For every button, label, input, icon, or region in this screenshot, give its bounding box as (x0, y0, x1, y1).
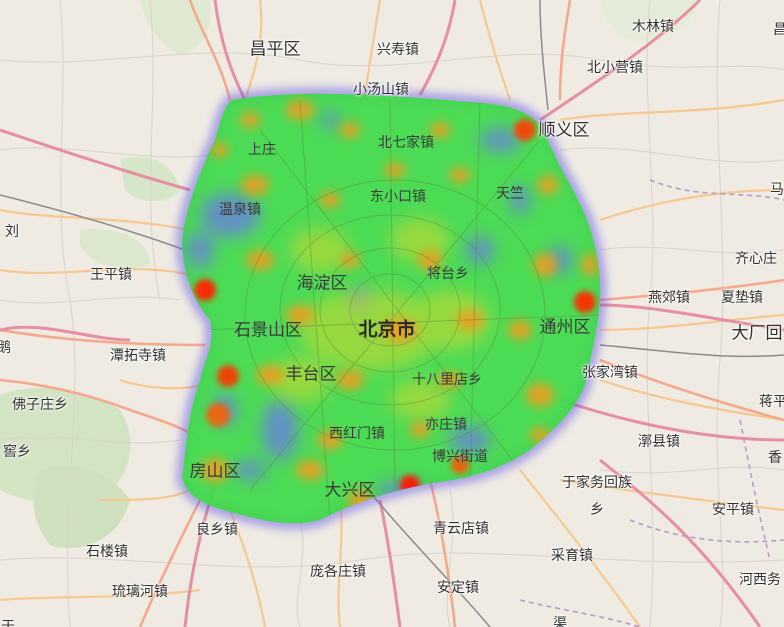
label-xingshou: 兴寿镇 (377, 42, 419, 58)
label-dachang: 大厂回 (731, 323, 783, 344)
label-xiang2: 乡 (590, 502, 604, 518)
label-haidian: 海淀区 (296, 273, 348, 294)
label-tianzhu: 天竺 (496, 186, 524, 202)
label-xiang-frag: 香 (768, 450, 782, 466)
label-tongzhou: 通州区 (539, 317, 591, 338)
label-qixinzhuang: 齐心庄 (735, 251, 777, 267)
label-panggezhuang: 庞各庄镇 (310, 564, 366, 580)
admin-boundaries (519, 179, 784, 627)
label-beijing: 北京市 (358, 318, 416, 341)
heat-hotspots (201, 100, 598, 510)
label-xiaotangshan: 小汤山镇 (353, 82, 409, 98)
label-zhangjiawan: 张家湾镇 (582, 365, 638, 381)
label-lu-frag: 渠 (553, 616, 567, 627)
label-ku-frag: 窖乡 (3, 444, 31, 460)
label-yu-frag: 于 (1, 619, 15, 627)
peak-fangshan (217, 365, 239, 387)
label-dongxiaokou: 东小口镇 (370, 189, 426, 205)
heat-peaks (194, 119, 596, 495)
peak-yizhuang (451, 456, 469, 474)
label-liqiao: 漷县镇 (638, 434, 680, 450)
label-liulihe: 琉璃河镇 (112, 584, 168, 600)
peak-west (194, 279, 216, 301)
label-gou-frag: 鹅 (0, 340, 11, 356)
label-yujiawu: 于家务回族 (562, 475, 632, 491)
label-shangzhuang: 上庄 (248, 142, 276, 158)
peak-tongzhou (574, 291, 596, 313)
label-beixiaoying: 北小营镇 (587, 60, 643, 76)
heatmap-layer (150, 80, 630, 540)
label-hexiwu: 河西务 (739, 572, 781, 588)
label-shijingshan: 石景山区 (234, 320, 302, 341)
label-beiqijia: 北七家镇 (378, 135, 434, 151)
label-xiadian: 夏垫镇 (721, 290, 763, 306)
label-qingyundian: 青云店镇 (433, 521, 489, 537)
label-xihongmen: 西红门镇 (329, 426, 385, 442)
label-anding: 安定镇 (437, 580, 479, 596)
heat-overlay-roads (199, 99, 601, 521)
label-jianping-frag: 蒋平 (759, 394, 784, 410)
label-fangshan: 房山区 (189, 461, 241, 482)
label-caiyu: 采育镇 (551, 548, 593, 564)
label-jiangtai: 将台乡 (427, 266, 469, 282)
label-shibalidian: 十八里店乡 (412, 372, 482, 388)
label-wenquan: 温泉镇 (219, 202, 261, 218)
label-changping: 昌平区 (249, 39, 301, 60)
label-yizhuang: 亦庄镇 (425, 417, 467, 433)
label-wangping: 王平镇 (90, 267, 132, 283)
label-ma-frag: 马 (770, 182, 784, 198)
peak-shunyi (514, 119, 536, 141)
peak-southwest (206, 403, 230, 427)
label-shilou: 石楼镇 (86, 544, 128, 560)
label-liangxiang: 良乡镇 (196, 522, 238, 538)
label-anping: 安平镇 (712, 502, 754, 518)
green-areas (0, 0, 700, 548)
label-daxing: 大兴区 (324, 480, 376, 501)
label-fengtai: 丰台区 (285, 364, 337, 385)
label-chang-frag: 昌 (773, 22, 784, 38)
label-mulin: 木林镇 (632, 19, 674, 35)
label-bohong: 博兴街道 (432, 449, 488, 465)
label-tanzhesi: 潭拓寺镇 (110, 348, 166, 364)
label-yanjiao: 燕郊镇 (648, 290, 690, 306)
label-dui-frag: 刘 (5, 224, 19, 240)
label-shunyi: 顺义区 (538, 120, 590, 141)
label-fozizhuang: 佛子庄乡 (12, 397, 68, 413)
